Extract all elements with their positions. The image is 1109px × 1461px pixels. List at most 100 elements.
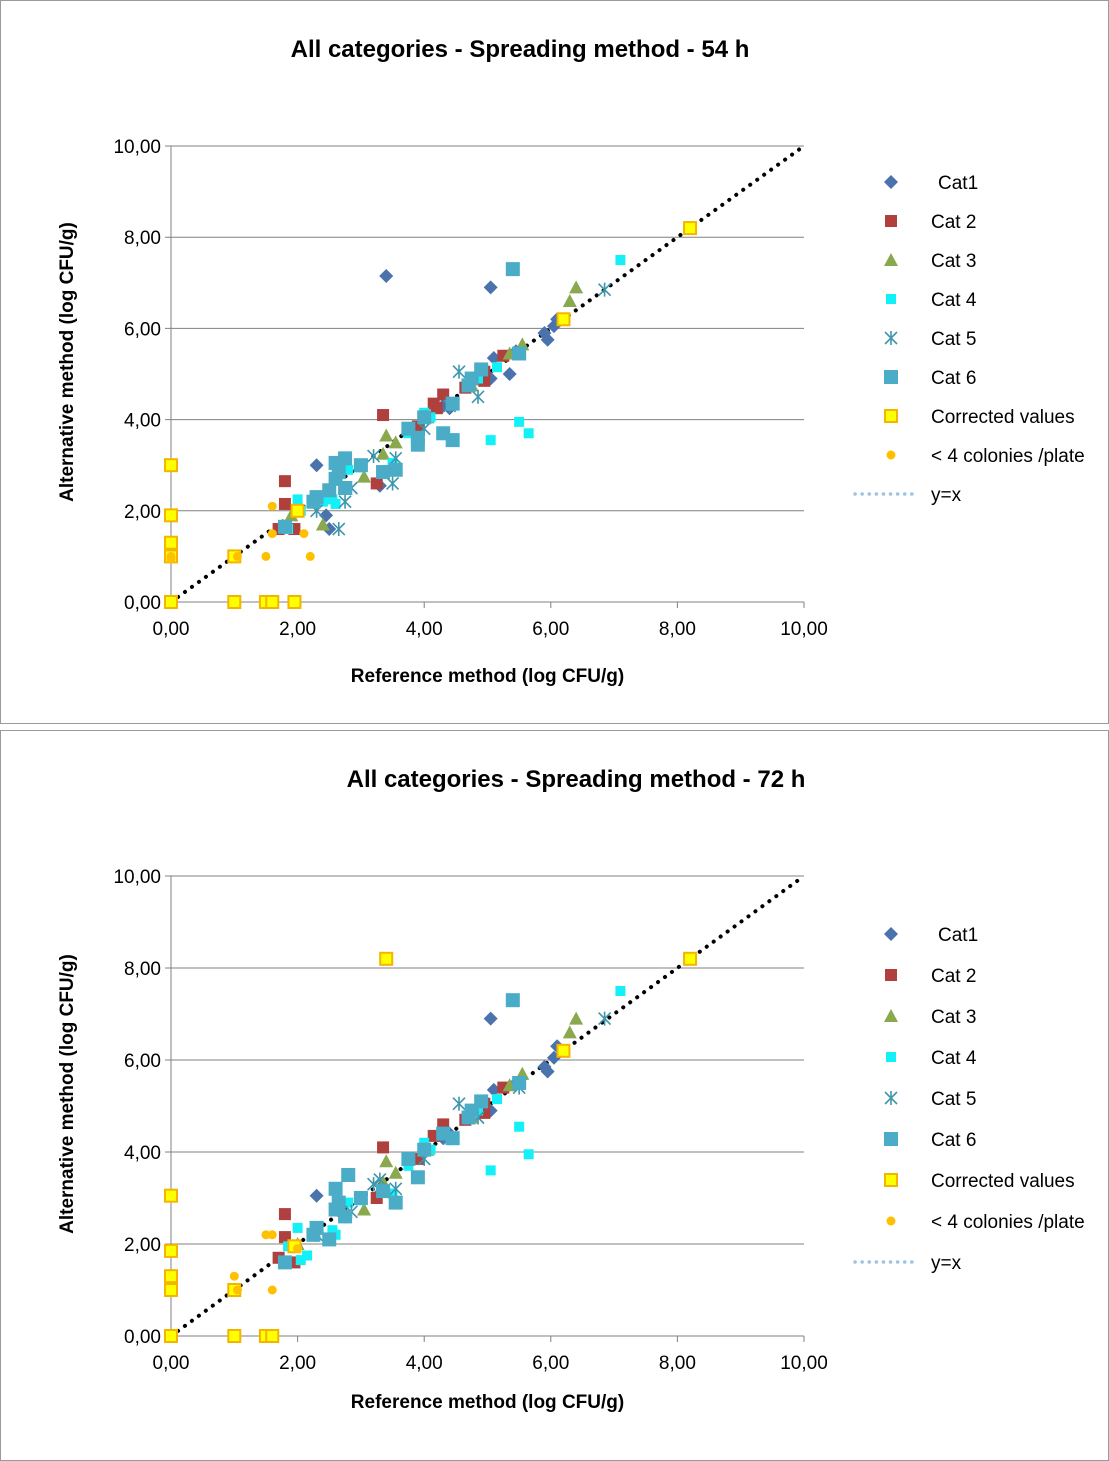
data-point bbox=[265, 595, 280, 609]
data-point bbox=[598, 1011, 612, 1026]
data-point bbox=[164, 1283, 178, 1297]
legend-label: Cat 4 bbox=[931, 1048, 977, 1069]
data-point bbox=[166, 554, 176, 564]
legend-label: Cat 2 bbox=[931, 212, 976, 233]
data-point bbox=[445, 433, 460, 448]
y-tick-label: 10,00 bbox=[113, 137, 161, 158]
data-point bbox=[164, 458, 178, 473]
data-point bbox=[267, 1230, 277, 1240]
legend-swatch bbox=[884, 1091, 898, 1105]
data-point bbox=[267, 501, 277, 511]
data-point bbox=[261, 1230, 271, 1240]
data-point bbox=[569, 1011, 584, 1025]
legend-label: Cat 6 bbox=[931, 368, 976, 389]
data-point bbox=[306, 494, 321, 509]
data-point bbox=[292, 494, 303, 505]
data-point bbox=[537, 1059, 552, 1074]
data-point bbox=[387, 1188, 398, 1199]
legend: Cat1 Cat 2 Cat 3 Cat 4 Cat 5 Cat 6 Corrected v… bbox=[853, 925, 1085, 1274]
legend: Cat1 Cat 2 Cat 3 Cat 4 Cat 5 Cat 6 Corrected v… bbox=[853, 173, 1085, 506]
data-point bbox=[287, 595, 302, 609]
data-point bbox=[512, 1076, 527, 1090]
x-tick-label: 4,00 bbox=[406, 619, 443, 640]
legend-label: Cat 4 bbox=[931, 290, 977, 311]
data-point bbox=[232, 551, 242, 561]
data-point bbox=[341, 1168, 356, 1182]
legend-swatch bbox=[884, 175, 898, 189]
x-tick-label: 8,00 bbox=[659, 1353, 696, 1374]
data-point bbox=[598, 282, 612, 297]
y-tick-label: 8,00 bbox=[124, 959, 161, 980]
legend-swatch bbox=[884, 1009, 898, 1022]
data-point bbox=[277, 519, 292, 534]
data-point bbox=[483, 1011, 498, 1026]
data-point bbox=[376, 446, 391, 460]
legend-label: Cat 5 bbox=[931, 329, 976, 350]
data-point bbox=[377, 409, 390, 422]
legend-label: < 4 colonies /plate bbox=[931, 1212, 1085, 1233]
data-point bbox=[556, 312, 571, 327]
legend-label: Cat 3 bbox=[931, 1007, 976, 1028]
legend-swatch bbox=[886, 1216, 896, 1226]
data-point bbox=[388, 1195, 403, 1210]
data-point bbox=[376, 465, 391, 480]
data-point bbox=[309, 458, 324, 473]
data-point bbox=[278, 1208, 291, 1221]
x-axis-title: Reference method (log CFU/g) bbox=[351, 1392, 624, 1413]
y-axis-title: Alternative method (log CFU/g) bbox=[57, 954, 78, 1234]
data-point bbox=[491, 1094, 502, 1105]
scatter-chart-54h: All categories - Spreading method - 54 h… bbox=[57, 36, 1085, 687]
data-point bbox=[569, 280, 584, 294]
legend-swatch bbox=[884, 927, 898, 941]
data-point bbox=[290, 503, 305, 518]
legend-swatch bbox=[884, 1132, 898, 1146]
data-point bbox=[353, 458, 368, 473]
legend-label: < 4 colonies /plate bbox=[931, 446, 1085, 467]
legend-label: y=x bbox=[931, 1253, 962, 1274]
data-point bbox=[370, 477, 383, 490]
data-point bbox=[514, 416, 525, 427]
legend-swatch bbox=[886, 1052, 896, 1062]
data-point bbox=[410, 1170, 425, 1185]
series-4-colonies-plate bbox=[229, 1230, 303, 1295]
y-tick-label: 6,00 bbox=[124, 319, 161, 340]
data-point bbox=[278, 497, 291, 510]
data-point bbox=[483, 280, 498, 295]
data-point bbox=[229, 1271, 239, 1281]
data-point bbox=[562, 294, 577, 308]
series-corrected-values bbox=[164, 221, 698, 609]
data-point bbox=[452, 364, 466, 379]
data-point bbox=[322, 483, 337, 498]
y-tick-label: 4,00 bbox=[124, 1143, 161, 1164]
data-point bbox=[164, 1188, 178, 1203]
y-axis-title: Alternative method (log CFU/g) bbox=[57, 222, 78, 502]
y-tick-label: 10,00 bbox=[113, 867, 161, 888]
data-point bbox=[389, 1181, 403, 1196]
legend-label: Cat 5 bbox=[931, 1089, 976, 1110]
data-point bbox=[461, 378, 476, 393]
data-point bbox=[353, 1191, 368, 1205]
data-point bbox=[164, 508, 178, 523]
data-point bbox=[485, 1165, 496, 1176]
data-point bbox=[562, 1025, 577, 1039]
data-point bbox=[278, 475, 291, 488]
y-tick-label: 0,00 bbox=[124, 593, 161, 614]
data-point bbox=[265, 1329, 280, 1343]
data-point bbox=[523, 1149, 534, 1160]
x-tick-label: 6,00 bbox=[532, 1353, 569, 1374]
data-point bbox=[328, 1202, 343, 1217]
x-tick-label: 0,00 bbox=[153, 1353, 190, 1374]
series-4-colonies-plate bbox=[166, 501, 315, 564]
scatter-chart-72h: All categories - Spreading method - 72 h… bbox=[57, 766, 1085, 1413]
data-point bbox=[514, 1121, 525, 1132]
data-point bbox=[292, 1222, 303, 1233]
data-point bbox=[379, 1154, 394, 1168]
y-tick-label: 4,00 bbox=[124, 411, 161, 432]
x-tick-label: 2,00 bbox=[279, 619, 316, 640]
data-point bbox=[299, 529, 309, 539]
legend-label: Cat 6 bbox=[931, 1130, 976, 1151]
legend-label: Cat 3 bbox=[931, 251, 976, 272]
legend-swatch bbox=[884, 331, 898, 345]
data-point bbox=[357, 469, 372, 483]
data-point bbox=[615, 986, 626, 996]
